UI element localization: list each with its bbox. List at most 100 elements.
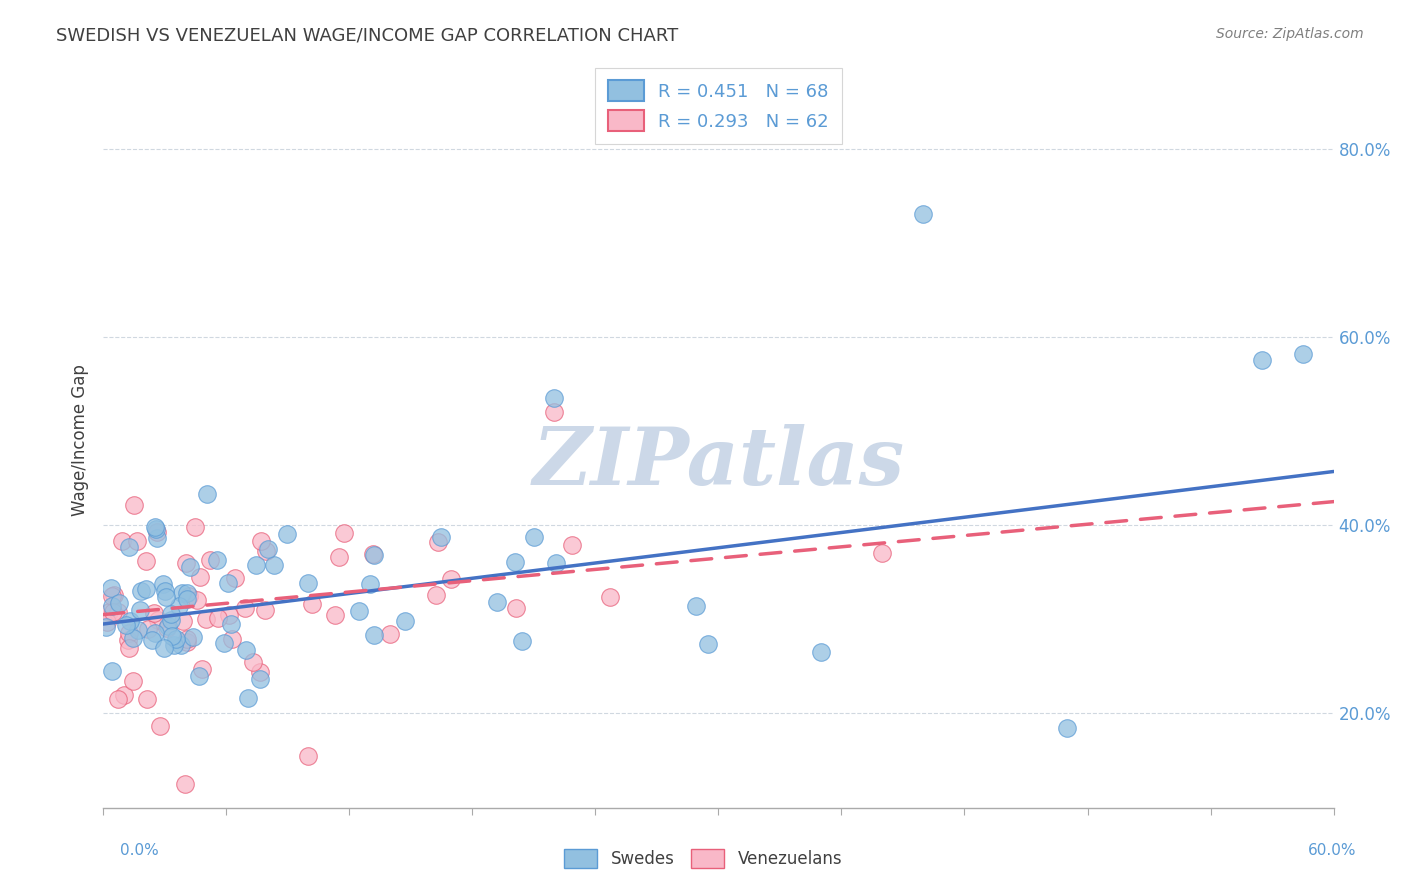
- Point: [152, 641, 174, 656]
- Point: [218, 607, 240, 622]
- Point: [254, 603, 277, 617]
- Point: [186, 593, 208, 607]
- Point: [143, 520, 166, 534]
- Point: [118, 540, 141, 554]
- Point: [872, 546, 894, 560]
- Point: [103, 588, 125, 602]
- Point: [323, 608, 346, 623]
- Point: [100, 664, 122, 678]
- Point: [361, 547, 384, 561]
- Point: [301, 597, 323, 611]
- Point: [697, 637, 720, 651]
- Point: [149, 718, 172, 732]
- Point: [101, 599, 124, 613]
- Point: [205, 553, 228, 567]
- Point: [148, 613, 170, 627]
- Point: [152, 576, 174, 591]
- Text: Source: ZipAtlas.com: Source: ZipAtlas.com: [1216, 27, 1364, 41]
- Point: [170, 638, 193, 652]
- Legend: Swedes, Venezuelans: Swedes, Venezuelans: [557, 842, 849, 875]
- Point: [118, 626, 141, 640]
- Point: [233, 601, 256, 615]
- Point: [114, 688, 136, 702]
- Point: [167, 599, 190, 614]
- Point: [1250, 353, 1272, 368]
- Text: 0.0%: 0.0%: [120, 843, 159, 858]
- Point: [347, 604, 370, 618]
- Point: [145, 522, 167, 536]
- Point: [146, 524, 169, 539]
- Point: [425, 588, 447, 602]
- Point: [124, 498, 146, 512]
- Point: [165, 632, 187, 646]
- Point: [174, 777, 197, 791]
- Point: [394, 615, 416, 629]
- Point: [1292, 347, 1315, 361]
- Point: [561, 538, 583, 552]
- Point: [543, 405, 565, 419]
- Point: [143, 625, 166, 640]
- Point: [427, 535, 450, 549]
- Point: [217, 576, 239, 591]
- Point: [122, 674, 145, 689]
- Point: [297, 748, 319, 763]
- Point: [188, 669, 211, 683]
- Point: [190, 662, 212, 676]
- Point: [94, 619, 117, 633]
- Point: [224, 571, 246, 585]
- Point: [440, 572, 463, 586]
- Point: [184, 520, 207, 534]
- Point: [160, 607, 183, 622]
- Point: [177, 589, 200, 603]
- Text: SWEDISH VS VENEZUELAN WAGE/INCOME GAP CORRELATION CHART: SWEDISH VS VENEZUELAN WAGE/INCOME GAP CO…: [56, 27, 679, 45]
- Point: [176, 592, 198, 607]
- Point: [107, 692, 129, 706]
- Point: [103, 606, 125, 620]
- Point: [378, 626, 401, 640]
- Point: [328, 549, 350, 564]
- Point: [163, 638, 186, 652]
- Point: [128, 603, 150, 617]
- Point: [176, 586, 198, 600]
- Point: [221, 632, 243, 646]
- Point: [143, 606, 166, 620]
- Point: [188, 569, 211, 583]
- Point: [235, 643, 257, 657]
- Point: [127, 623, 149, 637]
- Point: [155, 591, 177, 605]
- Point: [131, 583, 153, 598]
- Point: [125, 534, 148, 549]
- Point: [135, 554, 157, 568]
- Point: [101, 590, 124, 604]
- Point: [245, 558, 267, 572]
- Point: [174, 556, 197, 570]
- Point: [195, 487, 218, 501]
- Text: 60.0%: 60.0%: [1309, 843, 1357, 858]
- Point: [135, 582, 157, 597]
- Point: [198, 553, 221, 567]
- Point: [359, 577, 381, 591]
- Point: [118, 641, 141, 656]
- Point: [242, 655, 264, 669]
- Point: [912, 207, 935, 221]
- Point: [107, 605, 129, 619]
- Point: [543, 391, 565, 405]
- Point: [141, 633, 163, 648]
- Point: [236, 691, 259, 706]
- Point: [100, 582, 122, 596]
- Point: [276, 527, 298, 541]
- Point: [195, 611, 218, 625]
- Point: [176, 635, 198, 649]
- Y-axis label: Wage/Income Gap: Wage/Income Gap: [72, 365, 89, 516]
- Text: ZIPatlas: ZIPatlas: [533, 424, 904, 501]
- Point: [114, 618, 136, 632]
- Point: [297, 576, 319, 591]
- Point: [108, 596, 131, 610]
- Point: [160, 613, 183, 627]
- Point: [485, 595, 508, 609]
- Point: [523, 530, 546, 544]
- Point: [599, 590, 621, 604]
- Point: [212, 635, 235, 649]
- Point: [136, 691, 159, 706]
- Point: [170, 586, 193, 600]
